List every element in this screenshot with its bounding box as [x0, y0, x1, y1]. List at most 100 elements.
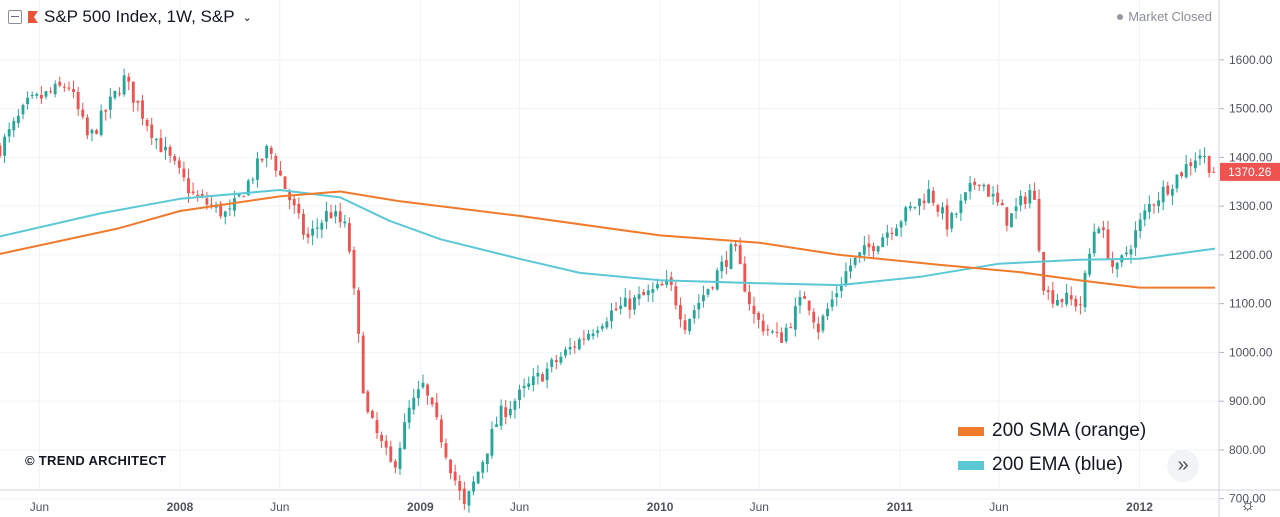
candle-body — [485, 453, 489, 465]
candle-body — [81, 109, 85, 117]
candle-body — [1175, 174, 1179, 189]
candle-body — [1000, 202, 1004, 206]
candle-body — [439, 419, 443, 443]
candle-body — [131, 81, 135, 103]
candle-body — [430, 397, 434, 405]
candle-body — [127, 76, 131, 82]
candle-body — [1111, 259, 1115, 267]
candle-body — [651, 289, 655, 293]
candle-body — [449, 459, 452, 474]
candle-body — [582, 338, 586, 340]
candle-body — [1037, 198, 1041, 251]
y-tick-label: 700.00 — [1229, 492, 1266, 506]
chevron-down-icon[interactable]: ⌄ — [242, 11, 252, 24]
candle-body — [743, 263, 747, 292]
candle-body — [44, 91, 48, 97]
settings-icon[interactable]: ☼ — [1240, 495, 1256, 514]
last-price-badge — [1220, 162, 1280, 181]
candle-body — [1051, 290, 1055, 304]
candles-layer — [0, 68, 1216, 513]
candle-body — [104, 110, 108, 112]
candle-body — [159, 137, 163, 153]
candle-body — [1166, 185, 1170, 195]
candle-body — [508, 408, 512, 416]
candle-body — [1184, 164, 1188, 178]
candle-body — [881, 237, 885, 248]
candle-body — [407, 407, 411, 423]
candle-body — [99, 110, 103, 136]
candle-body — [30, 94, 34, 96]
candle-body — [867, 243, 871, 248]
candle-body — [853, 257, 857, 266]
candle-body — [1143, 210, 1147, 220]
candle-body — [1157, 200, 1161, 207]
candle-body — [876, 246, 880, 252]
candle-body — [890, 232, 894, 234]
candle-body — [1019, 195, 1023, 206]
candle-body — [826, 308, 829, 317]
candle-body — [1152, 204, 1156, 206]
candle-body — [118, 93, 121, 95]
x-tick-label: 2010 — [647, 500, 674, 514]
candle-body — [1005, 207, 1009, 226]
candle-body — [761, 320, 765, 332]
candle-body — [361, 335, 365, 394]
collapse-icon[interactable] — [8, 10, 22, 24]
candle-body — [895, 228, 898, 236]
candle-body — [701, 295, 705, 302]
candle-body — [141, 100, 144, 119]
candle-body — [421, 382, 425, 388]
candle-body — [219, 203, 223, 217]
candle-body — [164, 146, 167, 151]
symbol-title[interactable]: S&P 500 Index, 1W, S&P — [44, 7, 235, 26]
x-tick-label: Jun — [989, 500, 1008, 514]
x-tick-label: 2008 — [167, 500, 194, 514]
x-tick-label: 2009 — [407, 500, 434, 514]
candle-body — [977, 184, 981, 186]
candle-body — [692, 309, 696, 319]
candle-body — [283, 176, 287, 189]
candle-body — [1180, 172, 1183, 177]
candle-body — [472, 481, 475, 492]
candle-body — [416, 389, 420, 399]
candle-body — [1033, 190, 1036, 200]
market-status-label: Market Closed — [1128, 9, 1212, 24]
candle-body — [435, 402, 439, 418]
candle-body — [904, 207, 908, 222]
candle-body — [297, 203, 301, 214]
legend-label-ema: 200 EMA (blue) — [992, 454, 1123, 475]
candle-body — [918, 198, 921, 207]
candle-body — [1078, 304, 1082, 306]
candle-body — [587, 333, 590, 340]
candle-body — [324, 211, 328, 222]
candle-body — [16, 115, 20, 124]
y-tick-label: 1000.00 — [1229, 345, 1273, 359]
scroll-to-realtime-button[interactable]: » — [1167, 450, 1199, 482]
candle-body — [941, 207, 944, 214]
candle-body — [858, 252, 862, 258]
candle-body — [1198, 155, 1202, 159]
candle-body — [444, 443, 448, 458]
candle-body — [481, 461, 485, 473]
candle-body — [1069, 295, 1073, 300]
y-tick-label: 1300.00 — [1229, 199, 1273, 213]
candle-body — [807, 300, 811, 311]
y-tick-label: 1200.00 — [1229, 248, 1273, 262]
candle-body — [679, 305, 682, 320]
candle-body — [370, 411, 374, 418]
candle-body — [67, 87, 71, 89]
candle-body — [1014, 206, 1018, 211]
candle-body — [136, 100, 140, 103]
candle-body — [260, 158, 264, 161]
candle-body — [568, 346, 572, 350]
candle-body — [311, 228, 315, 236]
candle-body — [541, 374, 544, 382]
candle-body — [770, 331, 774, 333]
candle-body — [196, 194, 200, 197]
candle-body — [766, 329, 770, 331]
candle-body — [1065, 292, 1069, 305]
candle-body — [522, 385, 526, 388]
candle-body — [835, 293, 839, 298]
candle-body — [637, 294, 641, 299]
